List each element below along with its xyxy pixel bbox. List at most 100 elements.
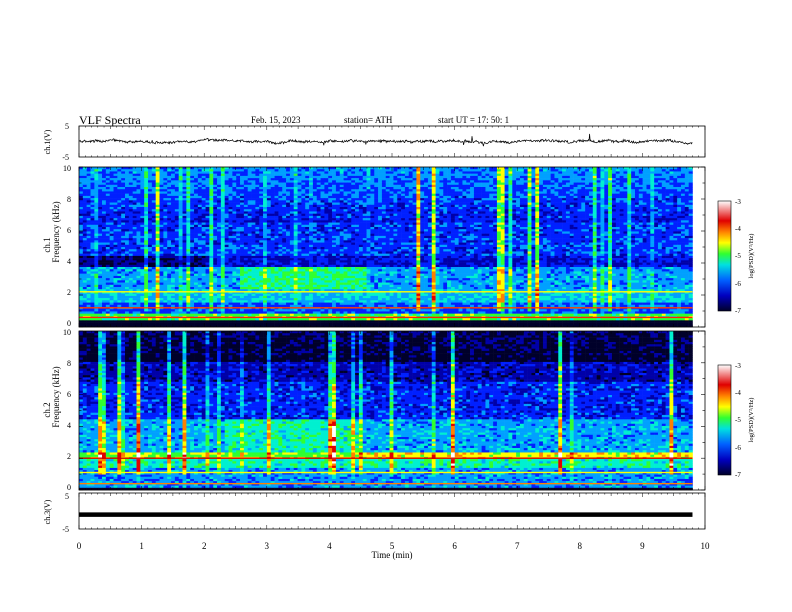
spectrogram-cell [508,200,513,203]
spectrogram-cell [631,211,636,214]
spectrogram-cell [144,213,149,217]
spectrogram-cell [508,215,513,219]
spectrogram-cell [397,193,402,197]
spectrogram-cell [343,204,348,208]
ch1-ylabel: ch.1(V) [43,129,52,154]
spectrogram-cell [136,224,141,228]
spectrogram-cell [485,220,490,223]
spectrogram-cell [535,209,540,212]
spectrogram-cell [665,180,670,183]
spectrogram-cell [148,200,153,203]
spectrogram-cell [535,215,540,219]
spectrogram-cell [485,198,490,201]
spectrogram-cell [496,182,502,186]
spectrogram-cell [669,198,674,201]
spectrogram-cell [259,207,264,210]
spectrogram-cell [82,220,87,223]
spectrogram-cell [316,215,321,219]
spectrogram-cell [562,211,567,214]
spectrogram-cell [167,180,172,183]
spectrogram-cell [477,191,482,194]
spectrogram-cell [293,222,298,226]
spectrogram-cell [266,213,272,217]
spectrogram-cell [136,187,141,190]
spectrogram-cell [496,198,502,201]
spectrogram-cell [378,184,383,188]
spectrogram-cell [305,195,310,199]
spectrogram-cell [251,220,256,223]
spectrogram-cell [596,213,601,217]
spectrogram-cell [389,207,394,210]
spectrogram-cell [527,189,532,192]
spectrogram-cell [542,171,548,174]
spectrogram-cell [94,182,99,186]
spectrogram-cell [450,207,456,210]
spectrogram-cell [408,209,413,212]
spectrogram-cell [646,211,651,214]
spectrogram-cell [642,189,647,192]
spectrogram-cell [86,207,91,210]
spectrogram-cell [393,227,398,230]
spectrogram-cell [615,189,620,192]
spectrogram-cell [688,173,693,177]
spectrogram-cell [90,215,95,219]
spectrogram-cell [527,229,532,232]
spectrogram-cell [646,175,651,179]
spectrogram-cell [646,182,651,186]
spectrogram-cell [554,229,559,232]
spectrogram-cell [167,195,172,199]
spectrogram-cell [680,227,686,230]
spectrogram-cell [351,209,356,212]
spectrogram-cell [654,187,659,190]
spectrogram-cell [554,169,559,172]
spectrogram-cell [397,229,402,232]
spectrogram-cell [527,193,532,197]
spectrogram-cell [335,229,341,232]
spectrogram-cell [627,211,632,214]
spectrogram-cell [642,171,647,174]
spectrogram-cell [627,178,632,181]
spectrogram-cell [263,191,268,194]
spectrogram-cell [224,215,229,219]
spectrogram-cell [646,184,651,188]
spectrogram-cell [569,213,574,217]
spectrogram-cell [167,175,172,179]
spectrogram-cell [213,189,218,192]
spectrogram-cell [132,209,137,212]
spectrogram-cell [512,229,517,232]
spectrogram-cell [190,189,195,192]
spectrogram-cell [358,178,364,181]
spectrogram-cell [535,218,540,221]
spectrogram-cell [355,195,360,199]
spectrogram-cell [585,167,590,170]
spectrogram-cell [577,198,582,201]
spectrogram-cell [516,182,521,186]
spectrogram-cell [431,231,436,234]
spectrogram-cell [370,169,375,172]
figure-title: VLF Spectra [79,113,141,127]
spectrogram-cell [224,182,229,186]
spectrogram-cell [381,231,387,234]
spectrogram-cell [324,227,329,230]
spectrogram-cell [615,169,620,172]
spectrogram-cell [450,167,456,170]
spectrogram-cell [481,193,486,197]
spectrogram-cell [577,193,582,197]
spectrogram-cell [159,227,164,230]
spectrogram-cell [427,211,433,214]
spectrogram-cell [305,222,310,226]
spectrogram-cell [125,191,130,194]
spectrogram-cell [266,173,272,177]
spectrogram-cell [243,178,248,181]
spectrogram-cell [657,187,663,190]
spectrogram-cell [358,224,364,228]
spectrogram-cell [113,173,118,177]
spectrogram-cell [243,173,248,177]
spectrogram-cell [117,202,122,206]
spectrogram-cell [324,167,329,170]
spectrogram-cell [355,184,360,188]
spectrogram-cell [550,213,555,217]
spectrogram-cell [167,200,172,203]
spectrogram-cell [504,187,509,190]
spectrogram-cell [194,220,199,223]
